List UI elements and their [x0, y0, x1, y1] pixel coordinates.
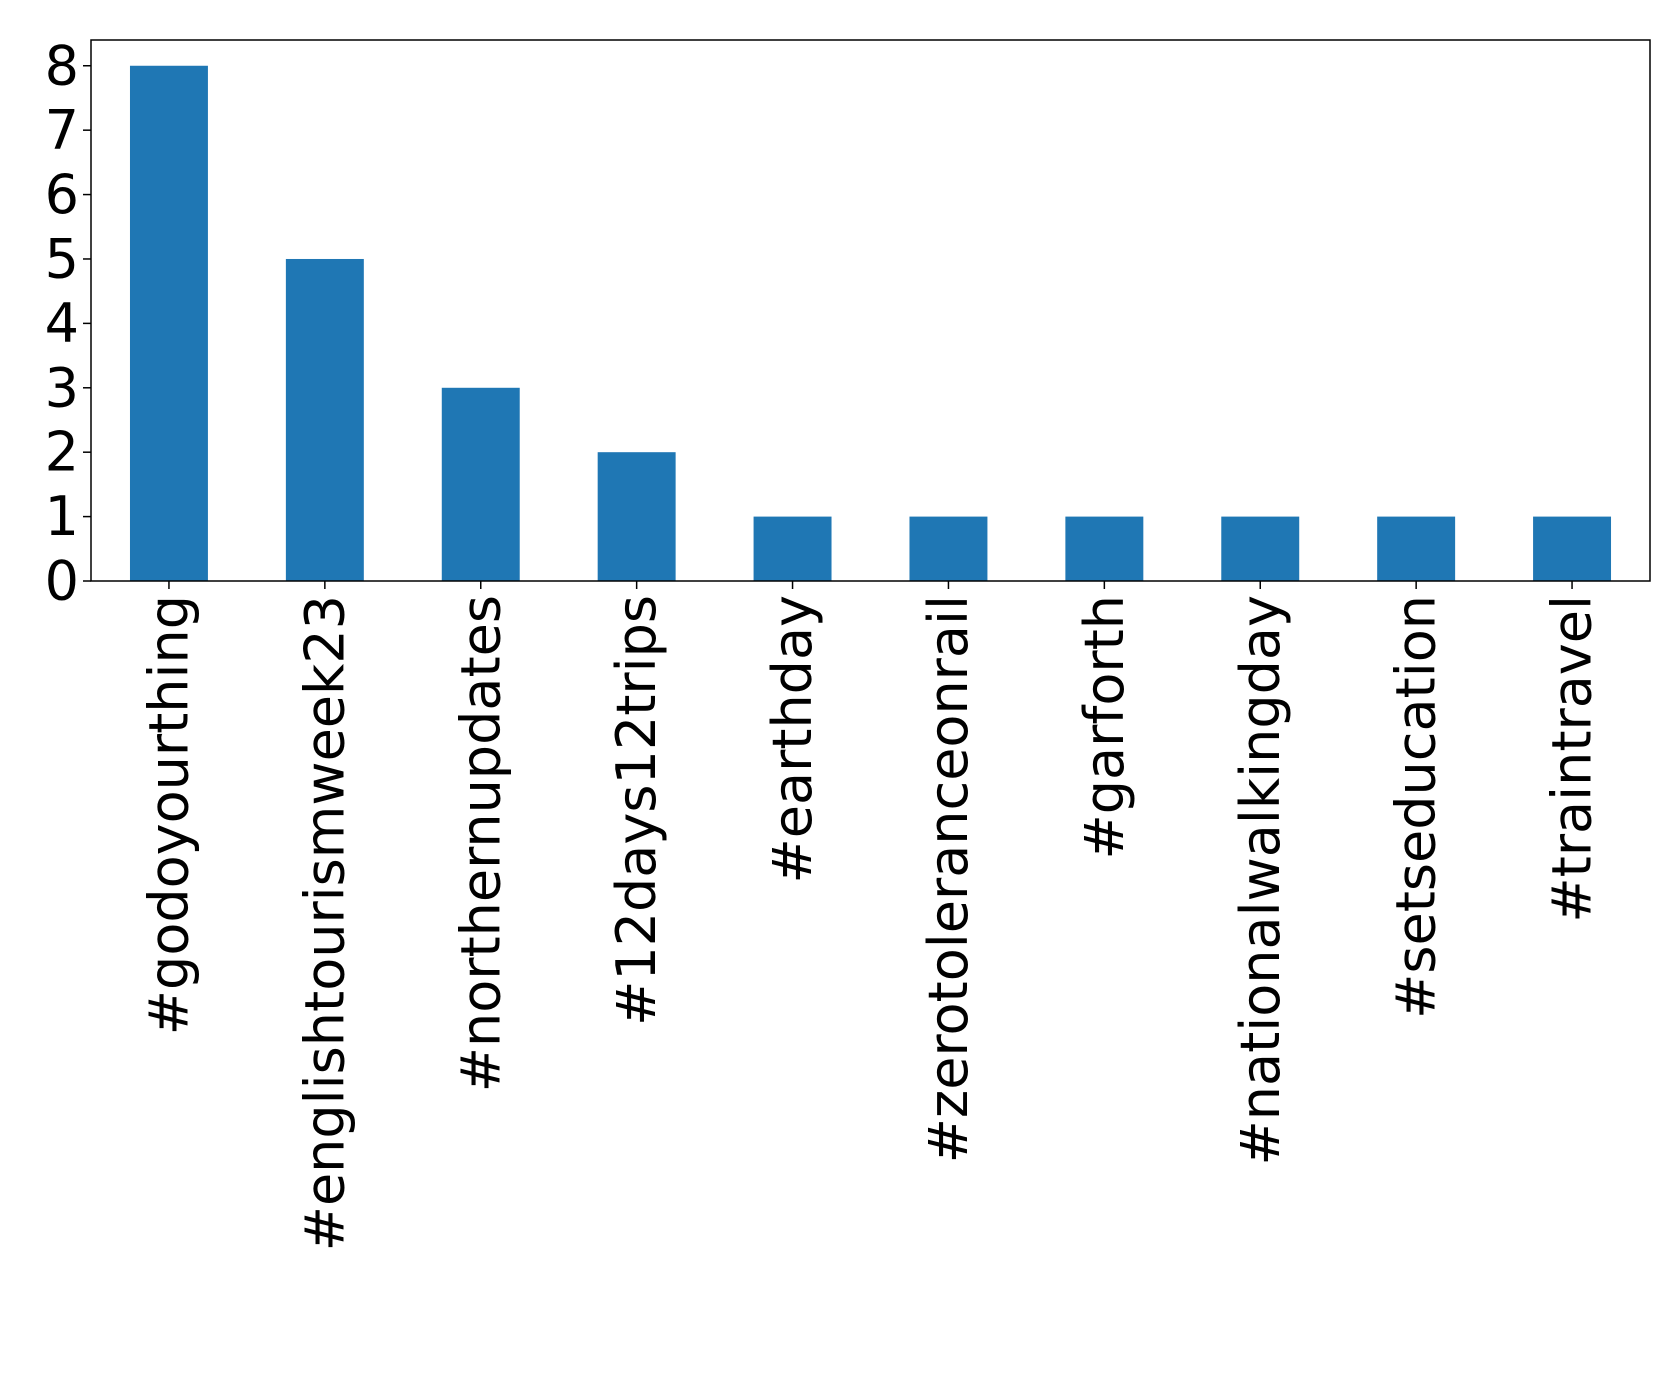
x-axis: #godoyourthing #englishtourismweek23 #nort…	[137, 581, 1604, 1251]
x-tick-label: #nationalwalkingday	[1229, 595, 1292, 1165]
x-tick-label: #godoyourthing	[137, 595, 200, 1035]
bar-nationalwalkingday	[1221, 516, 1300, 581]
x-tick-label: #12days12trips	[605, 595, 668, 1026]
y-tick-label: 4	[45, 292, 79, 355]
bar-zerotoleranceonrail	[909, 516, 988, 581]
y-tick-label: 1	[45, 485, 79, 548]
y-tick-label: 8	[45, 34, 79, 97]
x-tick-label: #traintravel	[1541, 595, 1604, 923]
x-tick-label: #zerotoleranceonrail	[917, 595, 980, 1163]
y-tick-label: 2	[45, 421, 79, 484]
plot-frame	[90, 39, 1651, 582]
y-tick-label: 5	[45, 227, 79, 290]
bar-northernupdates	[441, 387, 520, 581]
bar-earthday	[753, 516, 832, 581]
bar-godoyourthing	[129, 65, 208, 581]
bar-garforth	[1065, 516, 1144, 581]
x-tick-label: #englishtourismweek23	[293, 595, 356, 1251]
y-tick-label: 7	[45, 99, 79, 162]
x-tick-label: #northernupdates	[449, 595, 512, 1092]
bar-englishtourismweek23	[285, 258, 364, 581]
x-tick-label: #garforth	[1073, 595, 1136, 859]
bar-traintravel	[1533, 516, 1612, 581]
bar-setseducation	[1377, 516, 1456, 581]
bar-12days12trips	[597, 452, 676, 581]
bars-group	[129, 65, 1612, 581]
y-tick-label: 3	[45, 356, 79, 419]
x-tick-label: #setseducation	[1385, 595, 1448, 1019]
y-tick-label: 0	[45, 550, 79, 613]
x-tick-label: #earthday	[761, 595, 824, 883]
y-tick-label: 6	[45, 163, 79, 226]
